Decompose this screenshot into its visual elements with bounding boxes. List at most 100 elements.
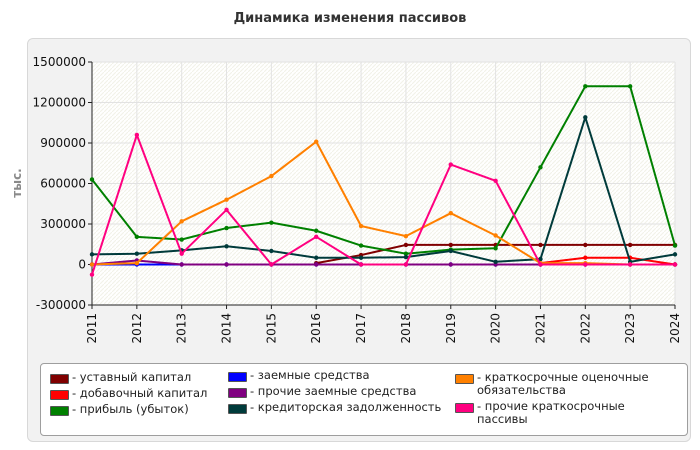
data-point (179, 262, 184, 267)
series-line (91, 116, 676, 263)
data-point (493, 233, 498, 238)
x-tick-label: 2019 (444, 313, 458, 344)
data-point (224, 197, 229, 202)
data-point (89, 272, 95, 277)
legend-swatch (50, 390, 69, 400)
legend-swatch (455, 403, 474, 413)
legend-label: - краткосрочные оценочные обязательства (477, 370, 649, 397)
data-point (448, 242, 453, 248)
data-point (269, 220, 274, 225)
data-point (314, 139, 319, 144)
data-point (314, 228, 319, 233)
data-point (134, 132, 140, 138)
data-point (538, 262, 543, 267)
x-tick-label: 2013 (175, 313, 189, 344)
data-point (134, 251, 140, 256)
data-point (89, 252, 95, 257)
x-tick-label: 2024 (668, 313, 682, 344)
x-tick-label: 2015 (264, 313, 278, 344)
y-tick-label: -300000 (36, 298, 86, 312)
series-line (540, 256, 676, 266)
x-tick-label: 2020 (489, 313, 503, 344)
y-tick-label: 1500000 (33, 55, 86, 69)
data-point (134, 260, 140, 266)
legend-item: - добавочный капитал (50, 387, 207, 400)
data-point (583, 255, 588, 260)
x-tick-label: 2022 (578, 313, 592, 344)
legend-swatch (50, 374, 69, 384)
legend-label: - уставный капитал (72, 370, 192, 384)
legend-swatch (228, 388, 247, 398)
y-tick-label: 300000 (40, 217, 86, 231)
data-point (403, 233, 409, 239)
data-point (627, 242, 633, 248)
legend-label: - добавочный капитал (72, 386, 208, 400)
legend-item: - заемные средства (228, 369, 370, 382)
legend-item: - кредиторская задолженность (228, 401, 441, 414)
chart-title: Динамика изменения пассивов (233, 11, 467, 26)
data-point (224, 207, 229, 213)
legend-swatch (228, 404, 247, 414)
data-point (493, 246, 498, 251)
data-point (672, 243, 678, 248)
data-point (89, 177, 95, 182)
x-tick-label: 2012 (130, 313, 144, 344)
data-point (538, 256, 543, 262)
data-point (538, 165, 543, 170)
legend-item: - уставный капитал (50, 371, 191, 384)
data-point (627, 262, 633, 267)
data-point (179, 219, 184, 224)
series-line (91, 140, 675, 266)
data-point (583, 115, 588, 120)
data-point (224, 225, 229, 231)
data-point (493, 259, 498, 264)
data-point (583, 84, 588, 89)
series-line (91, 133, 675, 275)
x-tick-label: 2018 (399, 313, 413, 344)
data-point (538, 242, 543, 248)
data-point (403, 251, 409, 256)
data-point (448, 211, 453, 216)
x-tick-label: 2014 (220, 313, 234, 344)
legend-label: - прибыль (убыток) (72, 402, 189, 416)
data-point (493, 178, 498, 183)
y-tick-label: 0 (78, 258, 86, 272)
chart-legend: - уставный капитал - добавочный капитал … (40, 363, 688, 436)
series-line (91, 85, 676, 255)
data-point (179, 237, 184, 242)
y-axis-label: тыс. (10, 168, 24, 197)
legend-item: - краткосрочные оценочные обязательства (455, 371, 649, 397)
legend-label: - прочие заемные средства (250, 384, 417, 398)
data-point (358, 223, 364, 229)
data-point (448, 248, 453, 254)
data-point (269, 248, 274, 254)
y-tick-label: 600000 (40, 177, 86, 191)
data-point (224, 244, 229, 249)
data-point (672, 262, 678, 267)
y-tick-label: 1200000 (33, 96, 86, 110)
data-point (314, 255, 319, 260)
data-point (358, 243, 364, 248)
data-point (89, 262, 95, 267)
data-point (448, 162, 453, 167)
data-point (269, 262, 274, 267)
x-tick-label: 2023 (623, 313, 637, 344)
data-point (627, 84, 633, 89)
legend-item: - прибыль (убыток) (50, 403, 189, 416)
data-point (134, 234, 140, 240)
data-point (583, 262, 588, 267)
data-point (583, 242, 588, 248)
legend-item: - прочие краткосрочные пассивы (455, 400, 625, 426)
legend-label: - заемные средства (250, 368, 370, 382)
data-point (358, 262, 364, 267)
data-point (269, 173, 274, 179)
legend-swatch (50, 406, 69, 416)
legend-item: - прочие заемные средства (228, 385, 416, 398)
data-point (672, 252, 678, 257)
legend-label: - прочие краткосрочные пассивы (477, 399, 625, 426)
data-point (314, 234, 319, 240)
y-tick-label: 900000 (40, 136, 86, 150)
data-point (448, 262, 453, 267)
data-point (358, 255, 364, 260)
